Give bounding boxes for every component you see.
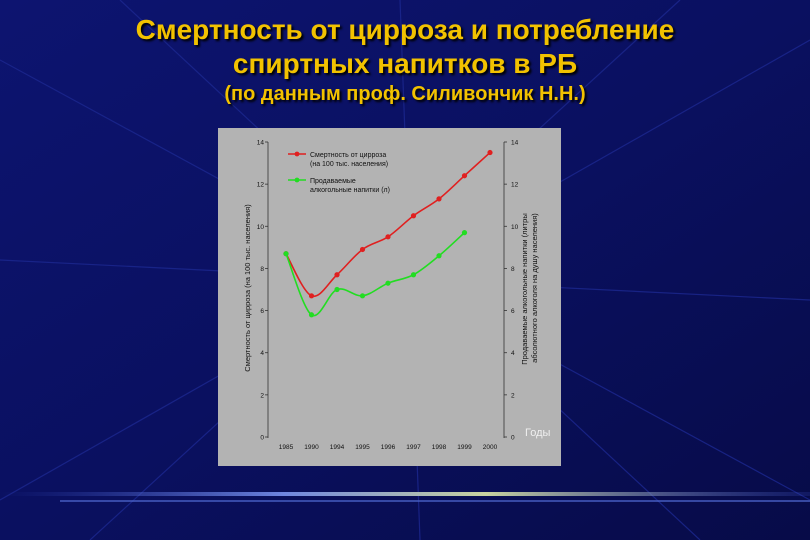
x-tick-label: 2000 — [483, 444, 498, 451]
legend-label-alcohol-line-1: Продаваемые — [310, 178, 356, 185]
series-line-cirrhosis — [285, 151, 491, 298]
left-ticks: 0 2 4 6 8 10 12 14 — [257, 140, 268, 442]
data-point-cirrhosis — [334, 272, 340, 278]
data-point-cirrhosis — [436, 196, 442, 202]
legend-label-alcohol-line-2: алкогольные напитки (л) — [310, 187, 390, 194]
x-tick-label: 1998 — [432, 444, 447, 451]
data-point-cirrhosis — [461, 173, 468, 179]
right-tick-label: 8 — [511, 266, 515, 273]
left-tick-label: 0 — [260, 435, 264, 442]
right-axis-label-line-1: Продаваемые алкогольные напитки (литры — [520, 213, 529, 365]
chart-legend: Смертность от цирроза (на 100 тыс. насел… — [288, 151, 390, 194]
x-tick-label: 1990 — [304, 444, 319, 451]
left-tick-label: 6 — [260, 308, 264, 315]
left-tick-label: 12 — [257, 182, 265, 189]
legend-marker-cirrhosis — [294, 151, 300, 157]
x-tick-label: 1996 — [381, 444, 396, 451]
data-point-cirrhosis — [359, 246, 366, 253]
data-point-cirrhosis — [410, 213, 417, 219]
data-point-cirrhosis — [308, 293, 315, 299]
chart-svg: 0 2 4 6 8 10 12 14 0 2 4 6 8 10 12 14 1985 1990 1994 1995… — [243, 140, 539, 452]
slide-subtitle: (по данным проф. Силивончик Н.Н.) — [224, 83, 586, 105]
data-point-alcohol — [410, 272, 417, 278]
data-point-cirrhosis — [487, 149, 493, 156]
x-ticks: 1985 1990 1994 1995 1996 1997 1998 1999 2000 — [279, 444, 498, 451]
left-tick-label: 10 — [257, 224, 265, 231]
x-tick-label: 1995 — [355, 444, 370, 451]
data-point-alcohol — [308, 312, 315, 318]
left-tick-label: 2 — [260, 392, 264, 399]
slide-title-line-1: Смертность от цирроза и потребление — [135, 14, 675, 45]
data-point-cirrhosis — [385, 234, 391, 240]
legend-label-cirrhosis: Смертность от цирроза (на 100 тыс. насел… — [310, 152, 388, 168]
x-tick-label: 1999 — [457, 444, 472, 451]
x-axis-label: Годы — [525, 427, 551, 439]
right-tick-label: 0 — [511, 435, 515, 442]
data-point-alcohol — [283, 251, 289, 257]
x-tick-label: 1997 — [406, 444, 421, 451]
data-point-alcohol — [385, 280, 391, 286]
left-axis-label: Смертность от цирроза (на 100 тыс. насел… — [243, 204, 252, 372]
x-tick-label: 1985 — [279, 444, 294, 451]
right-tick-label: 6 — [511, 308, 515, 315]
data-point-alcohol — [461, 230, 468, 236]
data-point-alcohol — [436, 253, 442, 259]
data-point-alcohol — [334, 286, 340, 293]
left-tick-label: 14 — [257, 140, 265, 147]
legend-label-alcohol: Продаваемые алкогольные напитки (л) — [310, 178, 390, 194]
right-tick-label: 10 — [511, 224, 519, 231]
legend-label-cirrhosis-line-2: (на 100 тыс. населения) — [310, 161, 388, 168]
x-tick-label: 1994 — [330, 444, 345, 451]
chart-axes — [267, 142, 505, 438]
left-tick-label: 4 — [260, 350, 264, 357]
right-tick-label: 2 — [511, 392, 515, 399]
data-point-alcohol — [359, 293, 366, 299]
right-axis-label-line-2: абсолютного алкоголя на душу населения) — [530, 213, 539, 363]
chart-panel: 0 2 4 6 8 10 12 14 0 2 4 6 8 10 12 14 1985 1990 1994 1995… — [218, 128, 561, 466]
series-line-alcohol — [285, 232, 466, 317]
series-layer — [283, 149, 493, 318]
right-tick-label: 12 — [511, 182, 519, 189]
right-ticks: 0 2 4 6 8 10 12 14 — [504, 140, 519, 442]
right-tick-label: 14 — [511, 140, 519, 147]
left-tick-label: 8 — [260, 266, 264, 273]
legend-label-cirrhosis-line-1: Смертность от цирроза — [310, 152, 386, 159]
right-tick-label: 4 — [511, 350, 515, 357]
right-axis-label: Продаваемые алкогольные напитки (литры а… — [520, 211, 539, 365]
slide-title-line-2: спиртных напитков в РБ — [232, 48, 578, 79]
legend-marker-alcohol — [294, 177, 300, 183]
